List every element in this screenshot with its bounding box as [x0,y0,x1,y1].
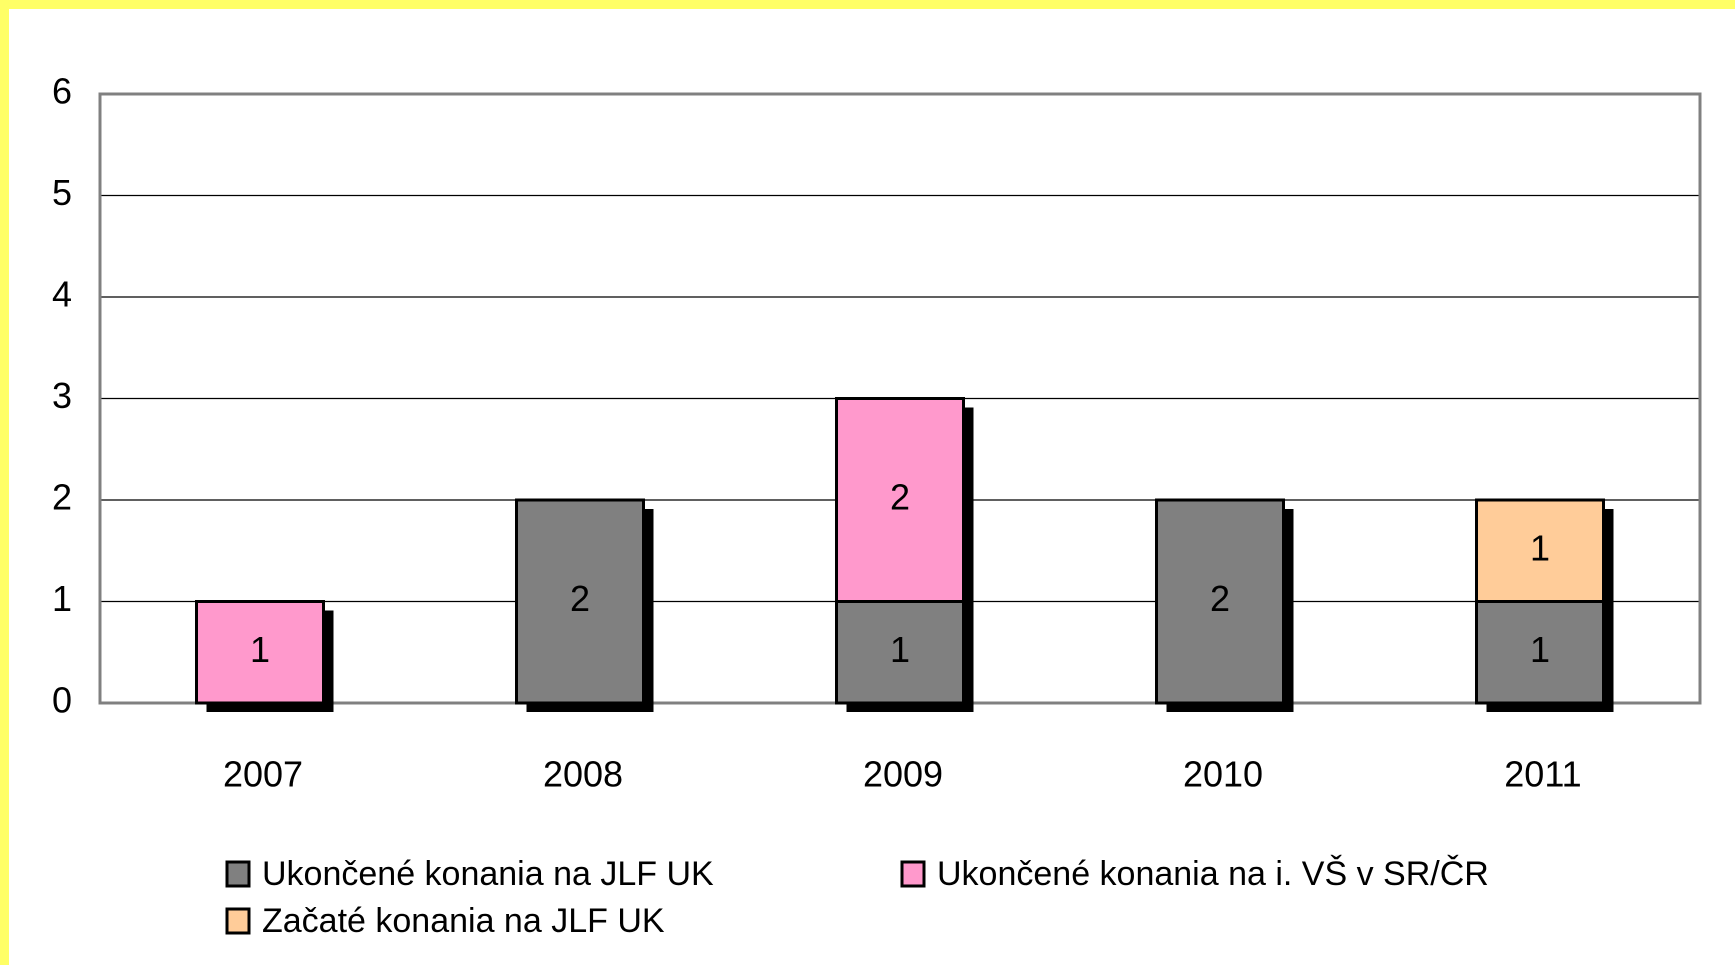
data-label: 1 [250,629,270,670]
bar [1155,498,1285,705]
y-tick-label: 4 [52,274,72,315]
y-tick-label: 5 [52,172,72,213]
y-tick-label: 0 [52,680,72,721]
x-tick-label: 2010 [1183,754,1263,795]
y-tick-label: 2 [52,477,72,518]
x-tick-label: 2008 [543,754,623,795]
x-tick-label: 2009 [863,754,943,795]
y-tick-label: 3 [52,375,72,416]
bar [835,600,965,705]
bar [515,498,645,705]
bar [1475,600,1605,705]
legend-label: Ukončené konania na i. VŠ v SR/ČR [937,855,1489,893]
legend-swatch [225,860,251,888]
legend-label: Ukončené konania na JLF UK [262,855,714,893]
y-tick-label: 6 [52,71,72,112]
y-tick-label: 1 [52,578,72,619]
data-label: 2 [1210,578,1230,619]
data-label: 2 [570,578,590,619]
legend-swatch [900,860,926,888]
legend-label: Začaté konania na JLF UK [262,902,665,940]
bar [835,397,965,603]
data-label: 1 [1530,629,1550,670]
data-label: 1 [890,629,910,670]
data-label: 1 [1530,527,1550,568]
data-label: 2 [890,477,910,518]
bar [1475,498,1605,603]
bar [195,600,325,705]
legend-swatch [225,907,251,935]
x-tick-label: 2011 [1504,754,1581,795]
x-tick-label: 2007 [223,754,303,795]
